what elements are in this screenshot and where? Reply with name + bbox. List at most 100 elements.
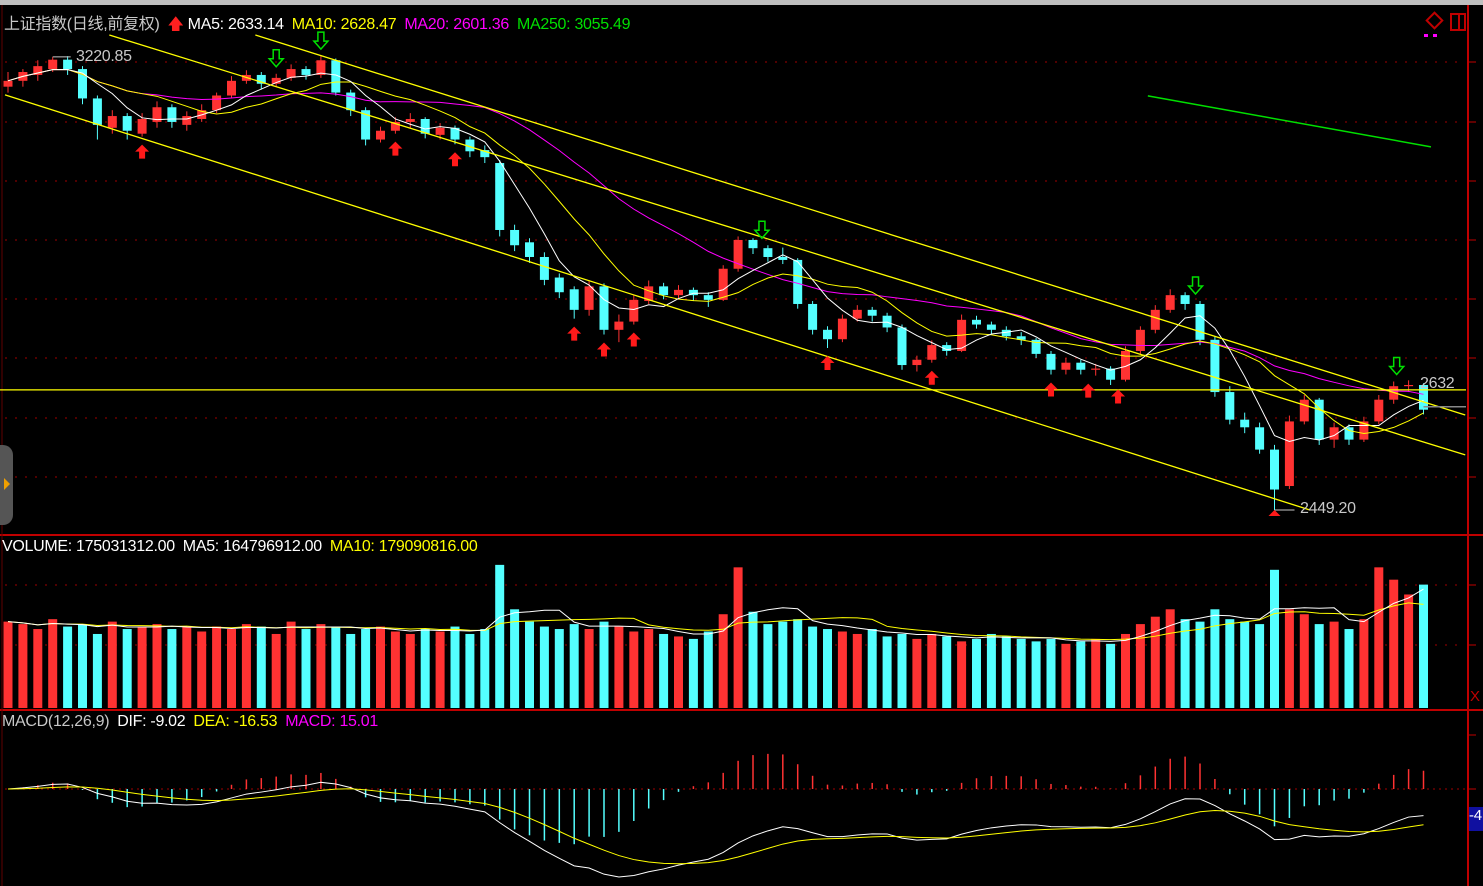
volume-bar	[525, 621, 534, 708]
volume-bar	[1135, 624, 1145, 708]
volume-bar	[823, 629, 832, 708]
volume-bar	[3, 621, 13, 708]
volume-bar	[1314, 624, 1324, 708]
volume-bar	[629, 631, 639, 708]
volume-bar	[390, 631, 400, 708]
price-header: 上证指数(日线,前复权) 🡅 MA5: 2633.14 MA10: 2628.47 MA…	[4, 10, 638, 40]
candle-body	[1240, 419, 1250, 428]
sell-arrow-icon	[1388, 356, 1406, 376]
candle-body	[301, 69, 311, 75]
volume-bar	[495, 564, 505, 708]
volume-bar	[599, 621, 609, 708]
candle-body	[688, 289, 698, 296]
vol-ma10-value: MA10: 179090816.00	[329, 538, 478, 555]
volume-bar	[316, 624, 326, 708]
scroll-handle[interactable]	[0, 445, 13, 525]
volume-bar	[1016, 638, 1026, 708]
layout-toggle-icon[interactable]	[1450, 13, 1466, 31]
candle-body	[525, 242, 534, 257]
candle-body	[1001, 329, 1011, 337]
top-border	[0, 0, 1483, 5]
volume-bar	[644, 629, 654, 708]
volume-bar	[376, 626, 385, 708]
candle-body	[450, 127, 460, 140]
close-panel-button[interactable]: X	[1470, 688, 1480, 705]
volume-bar	[1180, 619, 1190, 708]
volume-bar	[957, 641, 967, 708]
volume-bar	[420, 629, 430, 708]
candle-body	[346, 92, 356, 111]
volume-bar	[137, 626, 147, 708]
candle-body	[569, 289, 579, 310]
volume-bar	[1284, 609, 1294, 708]
volume-bar	[912, 638, 922, 708]
ma5-line	[7, 69, 1424, 443]
candle-body	[107, 116, 117, 128]
candle-body	[227, 80, 236, 96]
buy-arrow-icon	[1111, 389, 1126, 404]
candle-body	[33, 66, 43, 75]
volume-bar	[614, 626, 624, 708]
last-price-label: 2632	[1420, 375, 1455, 392]
candle-body	[718, 268, 728, 300]
volume-bar	[1374, 567, 1384, 708]
volume-bar	[480, 629, 490, 708]
volume-bar	[986, 633, 996, 708]
volume-bar	[167, 629, 177, 708]
volume-bar	[301, 629, 311, 708]
candle-body	[1180, 295, 1190, 304]
candle-body	[614, 321, 624, 330]
volume-bar	[882, 636, 892, 708]
volume-header: VOLUME: 175031312.00 MA5: 164796912.00 MA1…	[2, 538, 485, 556]
volume-bar	[763, 624, 773, 708]
candle-body	[465, 139, 475, 152]
volume-bar	[1106, 643, 1116, 708]
candle-body	[1016, 336, 1026, 340]
volume-bar	[584, 629, 594, 708]
buy-arrow-icon	[1044, 382, 1058, 397]
volume-bar	[554, 629, 564, 708]
candle-body	[316, 60, 326, 75]
volume-bar	[92, 633, 102, 708]
buy-arrow-icon	[626, 332, 641, 347]
volume-bar	[78, 624, 87, 708]
candle-body	[1031, 339, 1041, 354]
candle-body	[1329, 427, 1339, 440]
candle-body	[1061, 362, 1071, 370]
candle-body	[837, 318, 847, 340]
volume-bar	[450, 626, 460, 708]
trend-line	[4, 94, 1311, 511]
volume-bar	[286, 621, 296, 708]
candle-body	[1195, 303, 1205, 340]
volume-bar	[1225, 619, 1235, 708]
sell-arrow-icon	[1186, 276, 1205, 296]
volume-bar	[778, 621, 788, 708]
volume-bar	[659, 633, 669, 708]
candle-body	[852, 309, 862, 319]
volume-bar	[1210, 609, 1220, 708]
ma250-line	[1147, 95, 1432, 148]
volume-bar	[331, 626, 341, 708]
volume-bar	[435, 631, 445, 708]
indicator-dots-icon	[1424, 34, 1428, 37]
candle-body	[644, 286, 654, 302]
candle-body	[167, 107, 177, 122]
candle-body	[1284, 421, 1294, 487]
candle-body	[808, 303, 818, 330]
candle-body	[554, 277, 564, 293]
candle-body	[48, 59, 58, 70]
candle-body	[1135, 329, 1145, 351]
volume-bar	[346, 633, 356, 708]
candle-body	[897, 327, 907, 366]
volume-bar	[852, 633, 862, 708]
ma250-value: MA250: 3055.49	[516, 16, 631, 33]
candle-body	[1210, 339, 1220, 393]
candle-body	[78, 69, 87, 99]
dea-line	[7, 786, 1424, 865]
volume-bar	[256, 626, 266, 708]
up-arrow-icon: 🡅	[167, 16, 184, 33]
buy-arrow-icon	[448, 152, 462, 167]
candle-body	[361, 110, 371, 140]
vol-ma5-value: MA5: 164796912.00	[182, 538, 322, 555]
